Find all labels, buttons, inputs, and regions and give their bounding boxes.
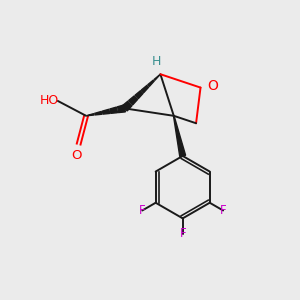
Text: O: O	[208, 79, 218, 93]
Polygon shape	[173, 116, 186, 157]
Polygon shape	[102, 109, 110, 114]
Text: F: F	[220, 204, 226, 217]
Polygon shape	[95, 111, 102, 115]
Text: F: F	[179, 227, 186, 240]
Polygon shape	[122, 101, 132, 111]
Polygon shape	[129, 96, 137, 105]
Polygon shape	[87, 114, 94, 116]
Text: H: H	[152, 55, 161, 68]
Polygon shape	[154, 75, 160, 80]
Text: O: O	[71, 149, 82, 162]
Polygon shape	[118, 105, 125, 112]
Polygon shape	[148, 80, 154, 86]
Polygon shape	[141, 85, 148, 93]
Polygon shape	[135, 91, 143, 99]
Text: HO: HO	[39, 94, 58, 107]
Polygon shape	[110, 107, 118, 113]
Text: F: F	[139, 204, 146, 217]
